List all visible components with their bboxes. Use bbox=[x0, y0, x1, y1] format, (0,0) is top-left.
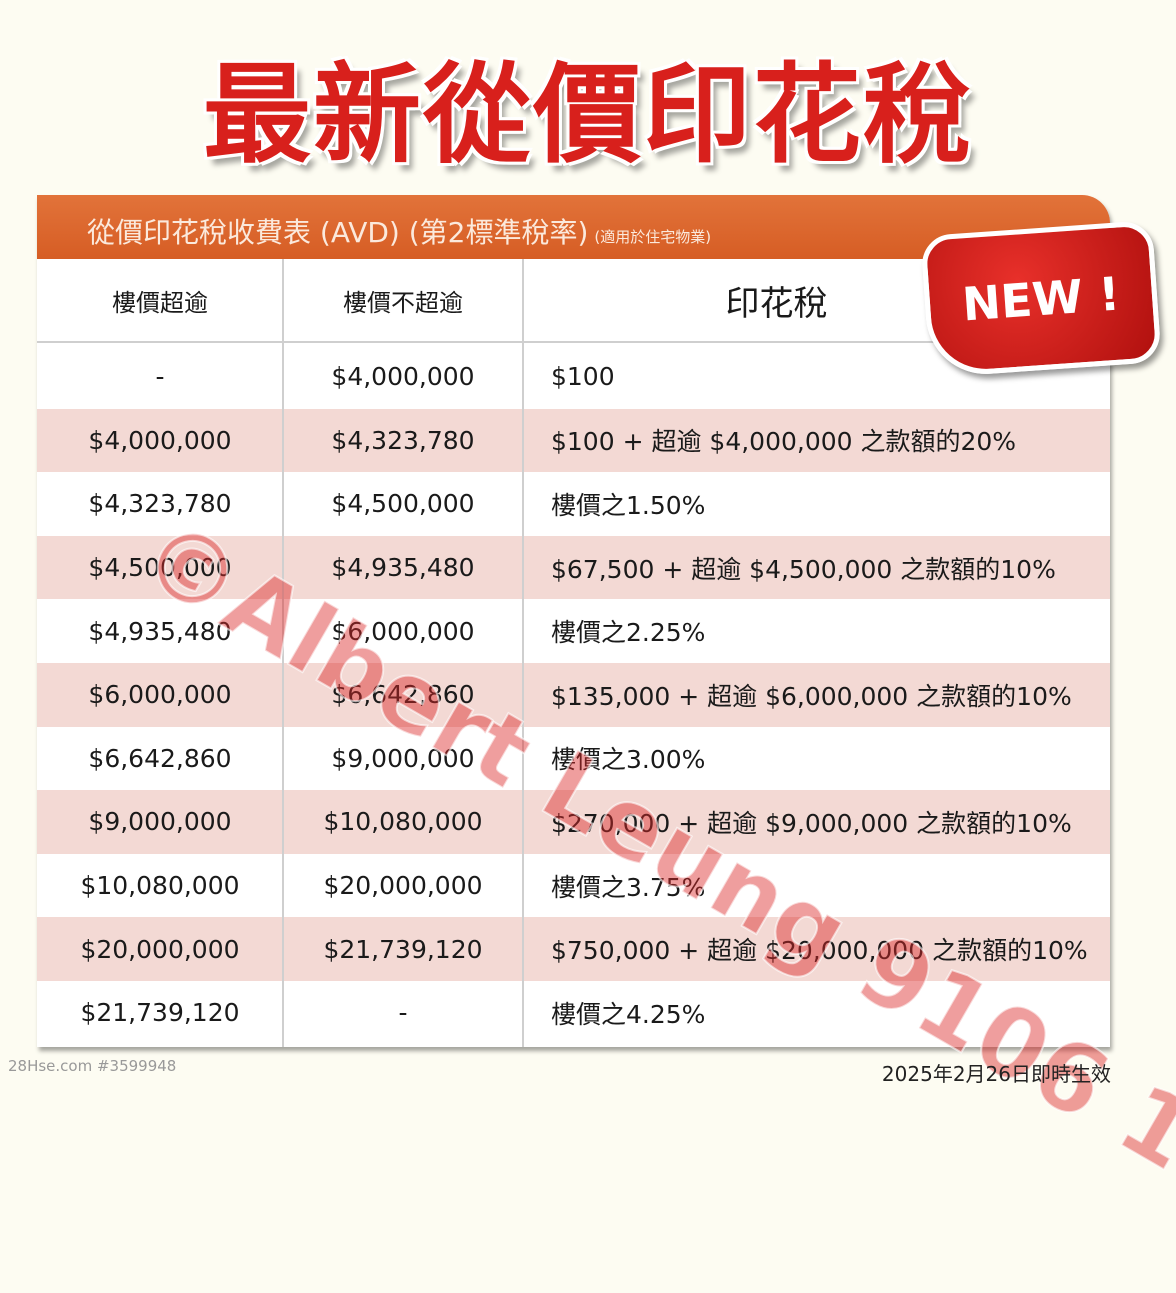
source-label: 28Hse.com #3599948 bbox=[8, 1057, 177, 1075]
header-price-over: 樓價超逾 bbox=[112, 288, 208, 317]
table-row: $9,000,000 $10,080,000 $270,000 + 超逾 $9,00… bbox=[37, 790, 1110, 854]
table-row: $4,500,000 $4,935,480 $67,500 + 超逾 $4,500,… bbox=[37, 535, 1110, 600]
price-not-over-cell: $6,000,000 bbox=[331, 616, 475, 646]
divider bbox=[522, 259, 524, 1047]
page-title: 最新從價印花稅 bbox=[202, 53, 973, 178]
price-over-cell: $4,323,780 bbox=[88, 489, 232, 519]
price-over-cell: $4,000,000 bbox=[88, 425, 232, 455]
new-badge: NEW ! bbox=[920, 220, 1162, 378]
stamp-duty-cell: $135,000 + 超逾 $6,000,000 之款額的10% bbox=[551, 681, 1072, 711]
column-headers: 樓價超逾 樓價不超逾 印花稅 bbox=[37, 259, 1110, 343]
price-not-over-cell: $4,000,000 bbox=[331, 362, 475, 392]
effective-date: 2025年2月26日即時生效 bbox=[881, 1062, 1111, 1086]
price-over-cell: $9,000,000 bbox=[88, 807, 232, 837]
price-not-over-cell: $6,642,860 bbox=[331, 680, 475, 710]
divider bbox=[282, 259, 284, 1047]
price-over-cell: $6,642,860 bbox=[88, 743, 232, 773]
stamp-duty-cell: 樓價之3.00% bbox=[551, 745, 706, 775]
stamp-duty-cell: $100 + 超逾 $4,000,000 之款額的20% bbox=[551, 427, 1017, 457]
table-row: $6,000,000 $6,642,860 $135,000 + 超逾 $6,000… bbox=[37, 663, 1110, 727]
table-row: $4,935,480 $6,000,000 樓價之2.25% bbox=[37, 599, 1110, 663]
header-stamp-duty: 印花稅 bbox=[725, 283, 828, 324]
table-row: $20,000,000 $21,739,120 $750,000 + 超逾 $20,… bbox=[37, 917, 1110, 981]
price-over-cell: $10,080,000 bbox=[80, 871, 240, 901]
price-over-cell: $21,739,120 bbox=[80, 998, 240, 1028]
price-not-over-cell: $20,000,000 bbox=[323, 871, 483, 901]
price-not-over-cell: $10,080,000 bbox=[323, 807, 483, 837]
table-row: $6,642,860 $9,000,000 樓價之3.00% bbox=[37, 727, 1110, 791]
price-over-cell: $4,500,000 bbox=[88, 553, 232, 583]
price-not-over-cell: - bbox=[398, 998, 408, 1028]
stamp-duty-cell: 樓價之4.25% bbox=[551, 999, 706, 1029]
stamp-duty-cell: 樓價之1.50% bbox=[551, 490, 706, 520]
price-over-cell: $4,935,480 bbox=[88, 616, 232, 646]
price-not-over-cell: $21,739,120 bbox=[323, 934, 483, 964]
price-not-over-cell: $9,000,000 bbox=[331, 743, 475, 773]
header-price-not-over: 樓價不超逾 bbox=[343, 288, 463, 317]
price-over-cell: $6,000,000 bbox=[88, 680, 232, 710]
table-row: $10,080,000 $20,000,000 樓價之3.75% bbox=[37, 854, 1110, 918]
price-over-cell: - bbox=[155, 362, 165, 392]
stamp-duty-cell: 樓價之2.25% bbox=[551, 618, 706, 648]
stamp-duty-cell: $750,000 + 超逾 $20,000,000 之款額的10% bbox=[551, 936, 1088, 966]
price-not-over-cell: $4,323,780 bbox=[331, 425, 475, 455]
table-note: (適用於住宅物業) bbox=[594, 228, 712, 246]
table-row: $4,000,000 $4,323,780 $100 + 超逾 $4,000,000… bbox=[37, 408, 1110, 473]
price-not-over-cell: $4,500,000 bbox=[331, 489, 475, 519]
table-row: $4,323,780 $4,500,000 樓價之1.50% bbox=[37, 472, 1110, 536]
table-title: 從價印花稅收費表 (AVD) (第2標準稅率) bbox=[87, 216, 589, 249]
table-row: $21,739,120 - 樓價之4.25% bbox=[37, 981, 1110, 1045]
price-not-over-cell: $4,935,480 bbox=[331, 553, 475, 583]
price-over-cell: $20,000,000 bbox=[80, 934, 240, 964]
stamp-duty-cell: $67,500 + 超逾 $4,500,000 之款額的10% bbox=[551, 554, 1056, 584]
stamp-duty-cell: 樓價之3.75% bbox=[551, 872, 706, 902]
stamp-duty-cell: $100 bbox=[551, 362, 615, 392]
stamp-duty-cell: $270,000 + 超逾 $9,000,000 之款額的10% bbox=[551, 808, 1072, 838]
table-row: - $4,000,000 $100 bbox=[37, 345, 1110, 409]
